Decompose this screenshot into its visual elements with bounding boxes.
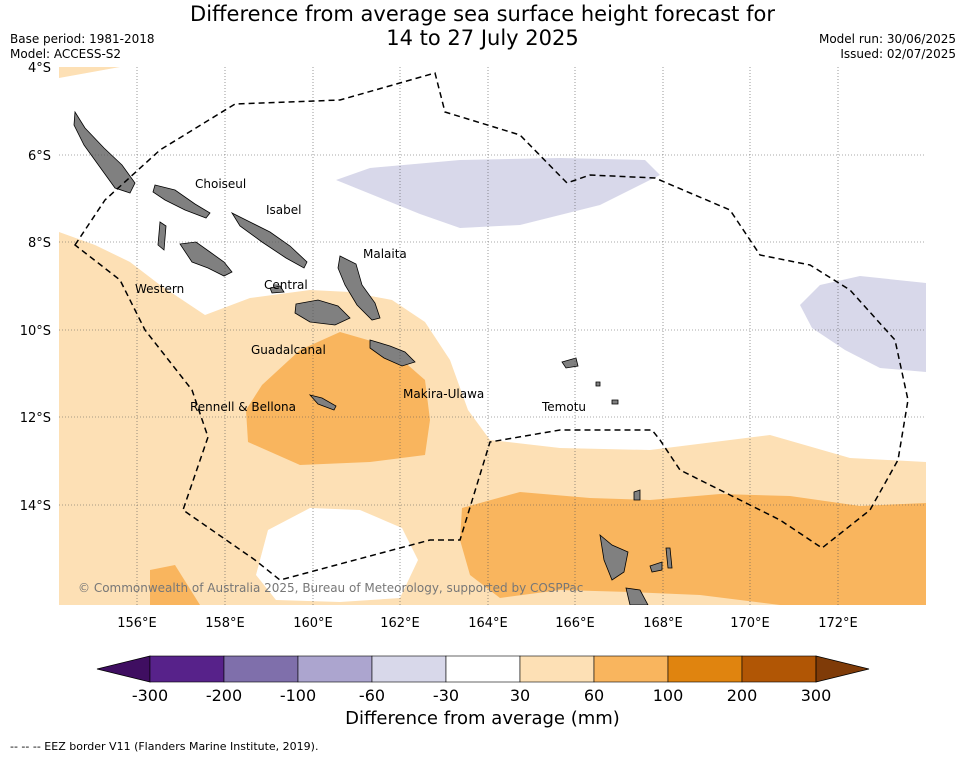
island — [230, 212, 308, 269]
title-line-1: Difference from average sea surface heig… — [190, 2, 775, 26]
colorbar-tick-label: 200 — [727, 686, 758, 705]
model-text: Model: ACCESS-S2 — [10, 47, 122, 61]
island — [73, 110, 136, 194]
province-label-choiseul: Choiseul — [195, 177, 246, 191]
lon-label: 172°E — [818, 616, 858, 631]
colorbar-tick-label: 30 — [510, 686, 530, 705]
anomaly-field — [59, 67, 926, 605]
province-labels: Choiseul Isabel Malaita Western Central … — [135, 177, 586, 414]
colorbar-swatch — [297, 655, 373, 683]
island — [599, 534, 629, 581]
anomaly-region-60-100 — [460, 492, 926, 605]
island — [269, 285, 285, 294]
map-title: Difference from average sea surface heig… — [0, 2, 965, 50]
colorbar-tick-label: -300 — [132, 686, 168, 705]
model-run-text: Model run: 30/06/2025 — [818, 32, 956, 46]
colorbar: -300 -200 -100 -60 -30 30 60 100 200 300 — [96, 655, 870, 705]
colorbar-swatch — [371, 655, 447, 683]
colorbar-swatch — [445, 655, 521, 683]
island — [649, 561, 663, 573]
lon-label: 162°E — [380, 616, 420, 631]
issued-text: Issued: 02/07/2025 — [840, 47, 956, 61]
island — [633, 489, 641, 501]
island — [611, 399, 619, 405]
lat-label: 4°S — [28, 61, 51, 76]
island — [157, 221, 167, 251]
lon-label: 158°E — [205, 616, 245, 631]
colorbar-swatch — [593, 655, 669, 683]
province-label-malaita: Malaita — [363, 247, 407, 261]
province-label-temotu: Temotu — [541, 400, 586, 414]
lon-label: 164°E — [468, 616, 508, 631]
province-label-western: Western — [135, 282, 184, 296]
lat-label: 8°S — [28, 236, 51, 251]
base-period-text: Base period: 1981-2018 — [10, 32, 155, 46]
island — [308, 394, 337, 411]
island — [337, 255, 381, 321]
lon-label: 160°E — [293, 616, 333, 631]
colorbar-swatch — [149, 655, 225, 683]
lon-label: 168°E — [643, 616, 683, 631]
meta-right: Model run: 30/06/2025 Issued: 02/07/2025 — [819, 32, 956, 62]
colorbar-swatch — [519, 655, 595, 683]
province-label-makira-ulawa: Makira-Ulawa — [403, 387, 484, 401]
colorbar-tick-label: -100 — [280, 686, 316, 705]
anomaly-region-minus30-minus60 — [800, 276, 926, 372]
colorbar-tick-label: -200 — [206, 686, 242, 705]
colorbar-tick-label: 300 — [801, 686, 832, 705]
island — [369, 339, 416, 367]
island — [595, 381, 601, 387]
island — [625, 587, 649, 605]
colorbar-tick-label: 100 — [653, 686, 684, 705]
province-label-central: Central — [264, 278, 308, 292]
anomaly-region-neutral — [256, 508, 418, 602]
island — [179, 241, 233, 277]
colorbar-extend-high — [815, 655, 870, 683]
colorbar-extend-low — [96, 655, 151, 683]
colorbar-tick-label: -30 — [433, 686, 459, 705]
anomaly-region-60-100 — [150, 565, 200, 605]
lat-label: 12°S — [20, 411, 51, 426]
province-label-guadalcanal: Guadalcanal — [251, 343, 326, 357]
colorbar-tick-label: 60 — [584, 686, 604, 705]
colorbar-swatch — [741, 655, 817, 683]
anomaly-region-minus30-minus60 — [336, 158, 660, 228]
lon-label: 156°E — [117, 616, 157, 631]
island — [665, 547, 673, 569]
anomaly-region-60-100 — [246, 332, 430, 465]
lon-label: 170°E — [730, 616, 770, 631]
island — [561, 357, 579, 369]
lon-label: 166°E — [555, 616, 595, 631]
land-masses — [73, 110, 673, 605]
lat-label: 6°S — [28, 149, 51, 164]
anomaly-region-30-60 — [59, 67, 120, 78]
lon-axis: 156°E 158°E 160°E 162°E 164°E 166°E 168°… — [117, 616, 858, 631]
province-label-rennell-bellona: Rennell & Bellona — [190, 400, 296, 414]
lat-label: 10°S — [20, 324, 51, 339]
copyright-text: © Commonwealth of Australia 2025, Bureau… — [78, 581, 583, 595]
colorbar-swatch — [223, 655, 299, 683]
island — [294, 299, 351, 326]
lat-label: 14°S — [20, 499, 51, 514]
colorbar-tick-label: -60 — [359, 686, 385, 705]
colorbar-title: Difference from average (mm) — [345, 708, 620, 729]
eez-border — [73, 72, 909, 581]
title-line-2: 14 to 27 July 2025 — [386, 26, 579, 50]
graticule — [59, 67, 926, 605]
lat-axis: 4°S 6°S 8°S 10°S 12°S 14°S — [20, 61, 51, 514]
province-label-isabel: Isabel — [266, 203, 301, 217]
eez-legend-note: -- -- -- EEZ border V11 (Flanders Marine… — [10, 740, 319, 753]
island — [152, 184, 211, 219]
colorbar-swatch — [667, 655, 743, 683]
meta-left: Base period: 1981-2018 Model: ACCESS-S2 — [10, 32, 155, 62]
